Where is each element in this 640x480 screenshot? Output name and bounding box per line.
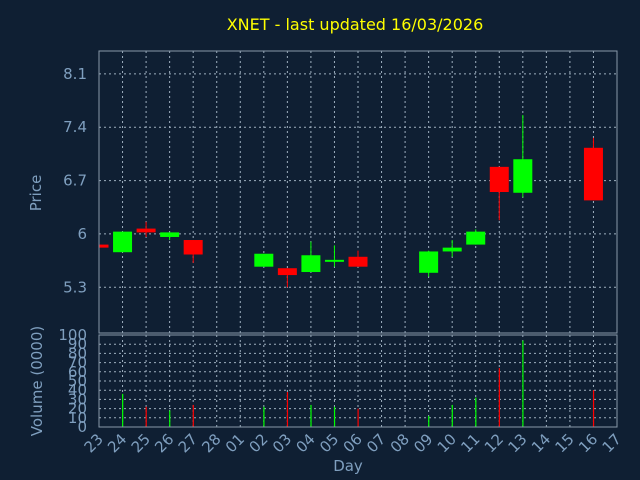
volume-bar — [428, 415, 430, 427]
candle-body — [513, 159, 533, 193]
volume-bar — [169, 410, 171, 427]
volume-y-tick-label: 70 — [68, 354, 87, 372]
candle-body — [160, 232, 180, 237]
volume-y-tick-label: 80 — [68, 344, 87, 362]
candle-body — [348, 256, 368, 267]
candle-body — [419, 251, 439, 273]
candle — [419, 250, 439, 277]
candle — [113, 231, 133, 253]
candle-body — [324, 259, 344, 262]
candle-body — [442, 247, 462, 252]
price-y-tick-label: 5.3 — [63, 278, 87, 296]
volume-y-tick-label: 50 — [68, 372, 87, 390]
volume-y-tick-label: 60 — [68, 363, 87, 381]
price-y-tick-label: 8.1 — [63, 65, 87, 83]
candle-body — [113, 231, 133, 253]
candle-body — [466, 231, 486, 245]
candle-body — [277, 268, 297, 276]
price-candles — [98, 115, 603, 288]
volume-bars — [122, 340, 595, 427]
price-y-tick-label: 6 — [77, 225, 87, 243]
volume-y-tick-label: 40 — [68, 381, 87, 399]
candle — [98, 244, 109, 248]
price-y-tick-label: 6.7 — [63, 172, 87, 190]
volume-bar — [451, 404, 453, 427]
candle — [513, 115, 533, 198]
volume-bar — [522, 340, 524, 427]
volume-y-tick-label: 0 — [77, 418, 87, 436]
price-y-tick-labels: 5.3 6 6.7 7.4 8.1 — [63, 65, 87, 296]
candle — [466, 229, 486, 245]
candle-body — [183, 240, 203, 255]
candle — [277, 268, 297, 288]
candle — [442, 240, 462, 257]
x-tick-labels: 2324252627280102030405060708091011121314… — [81, 430, 625, 456]
candle-body — [136, 228, 156, 233]
candle — [324, 245, 344, 267]
price-panel: 5.3 6 6.7 7.4 8.1 Price — [27, 50, 618, 334]
candle — [583, 137, 603, 201]
candle-body — [489, 166, 509, 192]
volume-y-tick-label: 90 — [68, 335, 87, 353]
candle — [301, 241, 321, 273]
volume-frame — [98, 334, 618, 428]
candle-body — [583, 147, 603, 201]
volume-y-tick-label: 30 — [68, 390, 87, 408]
volume-bar — [475, 397, 477, 427]
candle-body — [301, 255, 321, 273]
candle — [489, 166, 509, 221]
candle — [136, 221, 156, 237]
volume-bar — [263, 406, 265, 427]
chart-title: XNET - last updated 16/03/2026 — [227, 15, 484, 34]
volume-bar — [145, 406, 147, 427]
volume-bar — [192, 404, 194, 427]
volume-y-tick-label: 100 — [58, 326, 87, 344]
price-axis-label: Price — [27, 175, 45, 212]
price-y-tick-label: 7.4 — [63, 118, 87, 136]
volume-bar — [286, 392, 289, 427]
volume-bar — [333, 406, 336, 427]
candle-body — [99, 244, 109, 248]
candle — [348, 250, 368, 267]
price-frame — [98, 50, 618, 334]
volume-bar — [498, 368, 500, 427]
candle — [254, 253, 274, 267]
volume-y-tick-label: 20 — [68, 400, 87, 418]
x-axis-label: Day — [333, 457, 363, 475]
volume-bar — [310, 404, 312, 427]
volume-bar — [357, 408, 359, 427]
candle — [183, 240, 203, 263]
candle — [160, 232, 180, 241]
volume-bar — [592, 390, 595, 427]
candle-body — [254, 253, 274, 267]
volume-axis-label: Volume (0000) — [28, 326, 46, 436]
volume-y-tick-label: 10 — [68, 409, 87, 427]
volume-bar — [122, 393, 124, 427]
